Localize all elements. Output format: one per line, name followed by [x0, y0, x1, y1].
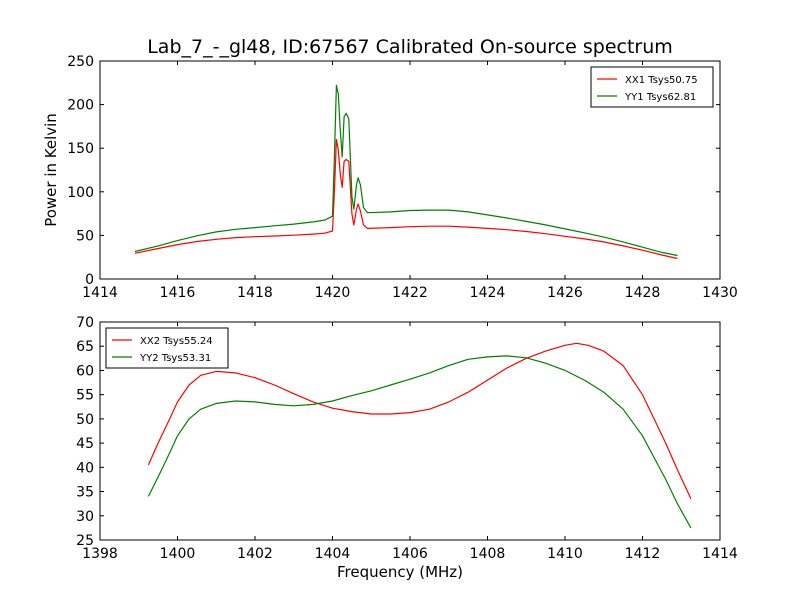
y-tick-label: 30	[76, 509, 94, 525]
y-axis-label: Power in Kelvin	[42, 113, 60, 227]
series-line-0	[134, 138, 678, 260]
bottom-panel: 1398 1400 1402 1404 1406 1408 1410 1412 1414 25 30…	[76, 315, 738, 581]
y-tick-label: 250	[67, 54, 94, 70]
x-tick-label: 1406	[392, 546, 428, 562]
legend-label-0: XX1 Tsys50.75	[625, 75, 698, 86]
x-tick-label: 1430	[702, 285, 738, 301]
y-tick-label: 100	[67, 185, 94, 201]
y-tick-label: 40	[76, 460, 94, 476]
y-tick-label: 50	[76, 228, 94, 244]
x-tick-label: 1422	[392, 285, 428, 301]
x-tick-label: 1428	[625, 285, 661, 301]
series-line-1	[134, 84, 678, 257]
x-tick-label: 1424	[470, 285, 506, 301]
legend-label-0: XX2 Tsys55.24	[140, 336, 213, 347]
x-axis-label: Frequency (MHz)	[337, 563, 463, 581]
series-line-1	[147, 355, 692, 529]
y-tick-label: 200	[67, 98, 94, 114]
y-tick-label: 0	[85, 272, 94, 288]
y-tick-label: 35	[76, 485, 94, 501]
x-tick-label: 1414	[82, 285, 118, 301]
x-tick-label: 1418	[237, 285, 273, 301]
x-tick-label: 1420	[315, 285, 351, 301]
x-tick-label: 1414	[702, 546, 738, 562]
x-tick-label: 1416	[160, 285, 196, 301]
legend-box	[105, 327, 229, 369]
y-tick-label: 60	[76, 363, 94, 379]
x-tick-label: 1426	[547, 285, 583, 301]
y-tick-label: 45	[76, 436, 94, 452]
legend-box	[590, 66, 714, 108]
x-tick-label: 1410	[547, 546, 583, 562]
y-tick-label: 25	[76, 533, 94, 549]
x-tick-label: 1398	[82, 546, 118, 562]
legend-label-1: YY1 Tsys62.81	[624, 92, 696, 103]
chart-title: Lab_7_-_gl48, ID:67567 Calibrated On-sou…	[147, 36, 673, 58]
y-tick-label: 65	[76, 339, 94, 355]
x-tick-label: 1402	[237, 546, 273, 562]
y-tick-label: 50	[76, 412, 94, 428]
y-tick-label: 150	[67, 141, 94, 157]
legend-label-1: YY2 Tsys53.31	[139, 353, 211, 364]
y-tick-label: 70	[76, 315, 94, 331]
x-tick-label: 1400	[160, 546, 196, 562]
y-tick-label: 55	[76, 388, 94, 404]
x-tick-label: 1404	[315, 546, 351, 562]
top-panel: 1414 1416 1418 1420 1422 1424 1426 1428 1430 0 50 1…	[42, 54, 738, 301]
x-tick-label: 1412	[625, 546, 661, 562]
x-tick-label: 1408	[470, 546, 506, 562]
series-line-0	[147, 342, 692, 500]
